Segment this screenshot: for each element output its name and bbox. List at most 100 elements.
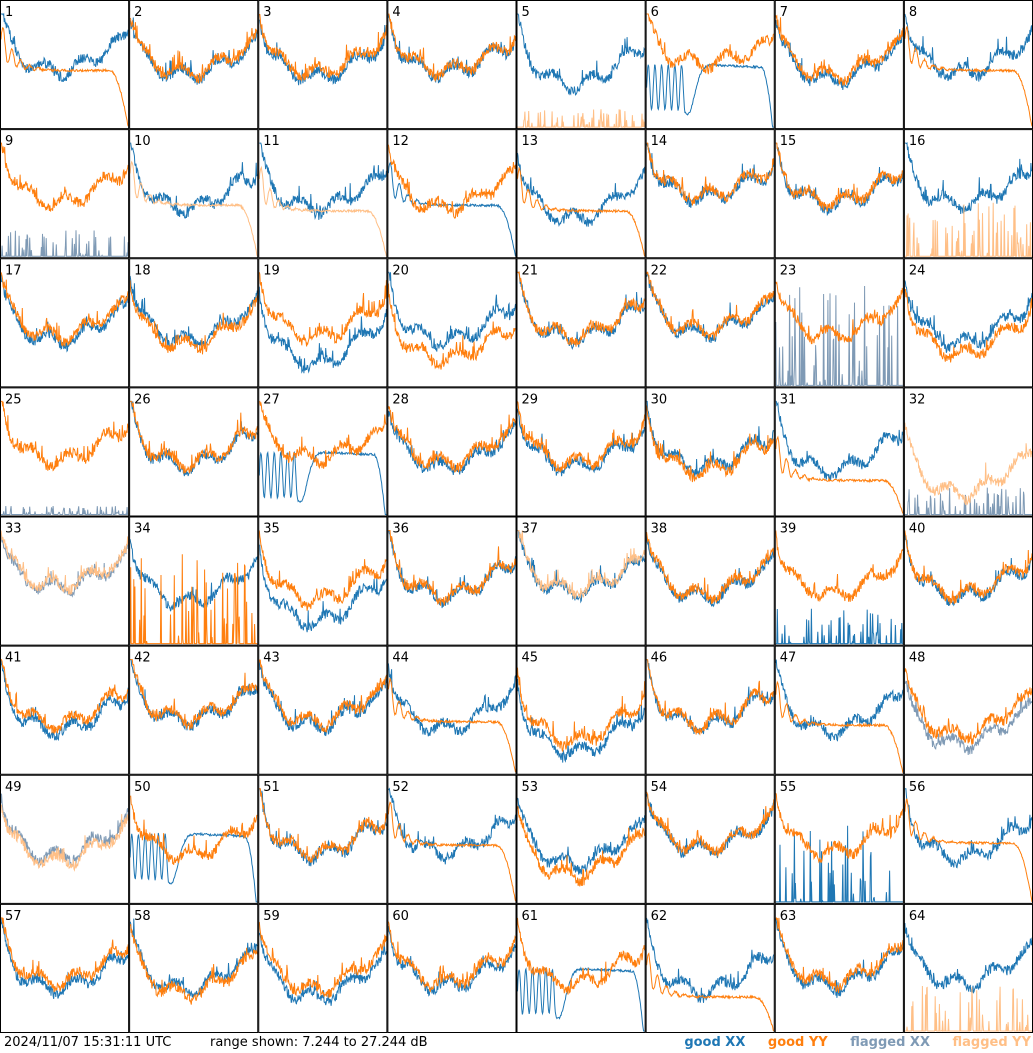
antenna-panel: 36 bbox=[387, 516, 517, 646]
panel-border bbox=[774, 903, 904, 1033]
antenna-panel: 62 bbox=[645, 903, 775, 1033]
series-line-xx bbox=[1, 230, 129, 257]
panel-label: 20 bbox=[392, 263, 409, 278]
panel-border bbox=[645, 387, 775, 517]
series-line-xx bbox=[388, 271, 516, 352]
panel-border bbox=[774, 258, 904, 388]
panel-label: 11 bbox=[263, 134, 280, 149]
panel-border bbox=[129, 0, 259, 130]
panel-border bbox=[0, 0, 130, 130]
series-line-yy bbox=[646, 405, 774, 483]
series-line-xx bbox=[0, 918, 129, 999]
series-line-yy bbox=[775, 530, 904, 603]
series-line-xx bbox=[775, 659, 904, 742]
panel-label: 19 bbox=[263, 263, 280, 278]
panel-label: 63 bbox=[780, 909, 797, 924]
antenna-panel: 39 bbox=[774, 516, 904, 646]
series-line-yy bbox=[646, 791, 775, 858]
panel-border bbox=[0, 387, 130, 517]
panel-border bbox=[258, 387, 388, 517]
antenna-panel: 63 bbox=[774, 903, 904, 1033]
series-line-yy bbox=[129, 554, 258, 645]
panel-label: 39 bbox=[780, 522, 797, 537]
series-line-xx bbox=[775, 608, 903, 645]
panel-border bbox=[258, 258, 388, 388]
series-line-yy bbox=[1, 142, 129, 212]
antenna-panel: 37 bbox=[516, 516, 646, 646]
panel-label: 22 bbox=[651, 263, 668, 278]
panel-label: 2 bbox=[134, 5, 142, 20]
antenna-panel: 18 bbox=[129, 258, 259, 388]
panel-label: 58 bbox=[134, 909, 151, 924]
series-line-xx bbox=[387, 410, 516, 475]
antenna-panel: 38 bbox=[645, 516, 775, 646]
panel-border bbox=[258, 774, 388, 904]
panel-border bbox=[387, 774, 517, 904]
panel-label: 30 bbox=[651, 392, 668, 407]
series-line-yy bbox=[388, 530, 516, 606]
panel-label: 45 bbox=[522, 651, 539, 666]
legend: good XX good YY flagged XX flagged YY bbox=[666, 1033, 1031, 1053]
panel-border bbox=[645, 0, 775, 130]
series-line-xx bbox=[646, 659, 775, 735]
antenna-panel: 35 bbox=[258, 516, 388, 646]
series-line-yy bbox=[129, 17, 258, 84]
panel-label: 8 bbox=[909, 5, 917, 20]
panel-label: 50 bbox=[134, 780, 151, 795]
antenna-panel: 51 bbox=[258, 774, 388, 904]
series-line-yy bbox=[775, 680, 904, 773]
panel-label: 59 bbox=[263, 909, 280, 924]
panel-label: 38 bbox=[651, 522, 668, 537]
panel-label: 26 bbox=[134, 392, 151, 407]
series-line-yy bbox=[904, 985, 1032, 1033]
antenna-panel: 44 bbox=[387, 645, 517, 775]
panel-label: 3 bbox=[263, 5, 271, 20]
antenna-panel: 45 bbox=[516, 645, 646, 775]
legend-flagged-yy: flagged YY bbox=[952, 1035, 1032, 1050]
legend-flagged-xx: flagged XX bbox=[850, 1035, 930, 1050]
series-line-yy bbox=[517, 166, 646, 257]
antenna-panel: 9 bbox=[0, 129, 130, 259]
panel-border bbox=[774, 516, 904, 646]
panel-border bbox=[258, 516, 388, 646]
series-line-yy bbox=[646, 271, 775, 341]
series-line-xx bbox=[130, 142, 258, 219]
legend-good-xx: good XX bbox=[684, 1035, 746, 1050]
series-line-yy bbox=[904, 530, 1033, 605]
antenna-panel: 34 bbox=[129, 516, 259, 646]
panel-label: 31 bbox=[780, 392, 797, 407]
series-line-xx bbox=[258, 932, 387, 1006]
series-line-xx bbox=[775, 285, 903, 386]
panel-label: 16 bbox=[909, 134, 926, 149]
panel-label: 10 bbox=[134, 134, 151, 149]
panel-label: 43 bbox=[263, 651, 280, 666]
series-line-xx bbox=[129, 918, 258, 998]
panel-border bbox=[774, 774, 904, 904]
antenna-panel: 53 bbox=[516, 774, 646, 904]
panel-label: 60 bbox=[392, 909, 409, 924]
antenna-panel: 57 bbox=[0, 903, 130, 1033]
antenna-panel: 56 bbox=[903, 774, 1033, 904]
series-line-xx bbox=[646, 62, 774, 128]
panel-border bbox=[0, 903, 130, 1033]
series-line-xx bbox=[129, 17, 258, 85]
series-line-xx bbox=[904, 13, 1033, 82]
panel-label: 64 bbox=[909, 909, 926, 924]
panel-border bbox=[258, 129, 388, 259]
series-line-yy bbox=[646, 659, 775, 736]
panel-border bbox=[258, 645, 388, 775]
series-line-yy bbox=[517, 667, 646, 753]
series-line-yy bbox=[517, 917, 646, 995]
panel-border bbox=[645, 903, 775, 1033]
panel-label: 18 bbox=[134, 263, 151, 278]
series-line-xx bbox=[517, 797, 646, 875]
series-line-xx bbox=[775, 400, 904, 482]
antenna-panel: 30 bbox=[645, 387, 775, 517]
series-line-xx bbox=[517, 678, 646, 763]
series-line-xx bbox=[1, 12, 129, 83]
antenna-panel: 26 bbox=[129, 387, 259, 517]
antenna-panel: 27 bbox=[258, 387, 388, 517]
series-line-yy bbox=[646, 13, 775, 75]
